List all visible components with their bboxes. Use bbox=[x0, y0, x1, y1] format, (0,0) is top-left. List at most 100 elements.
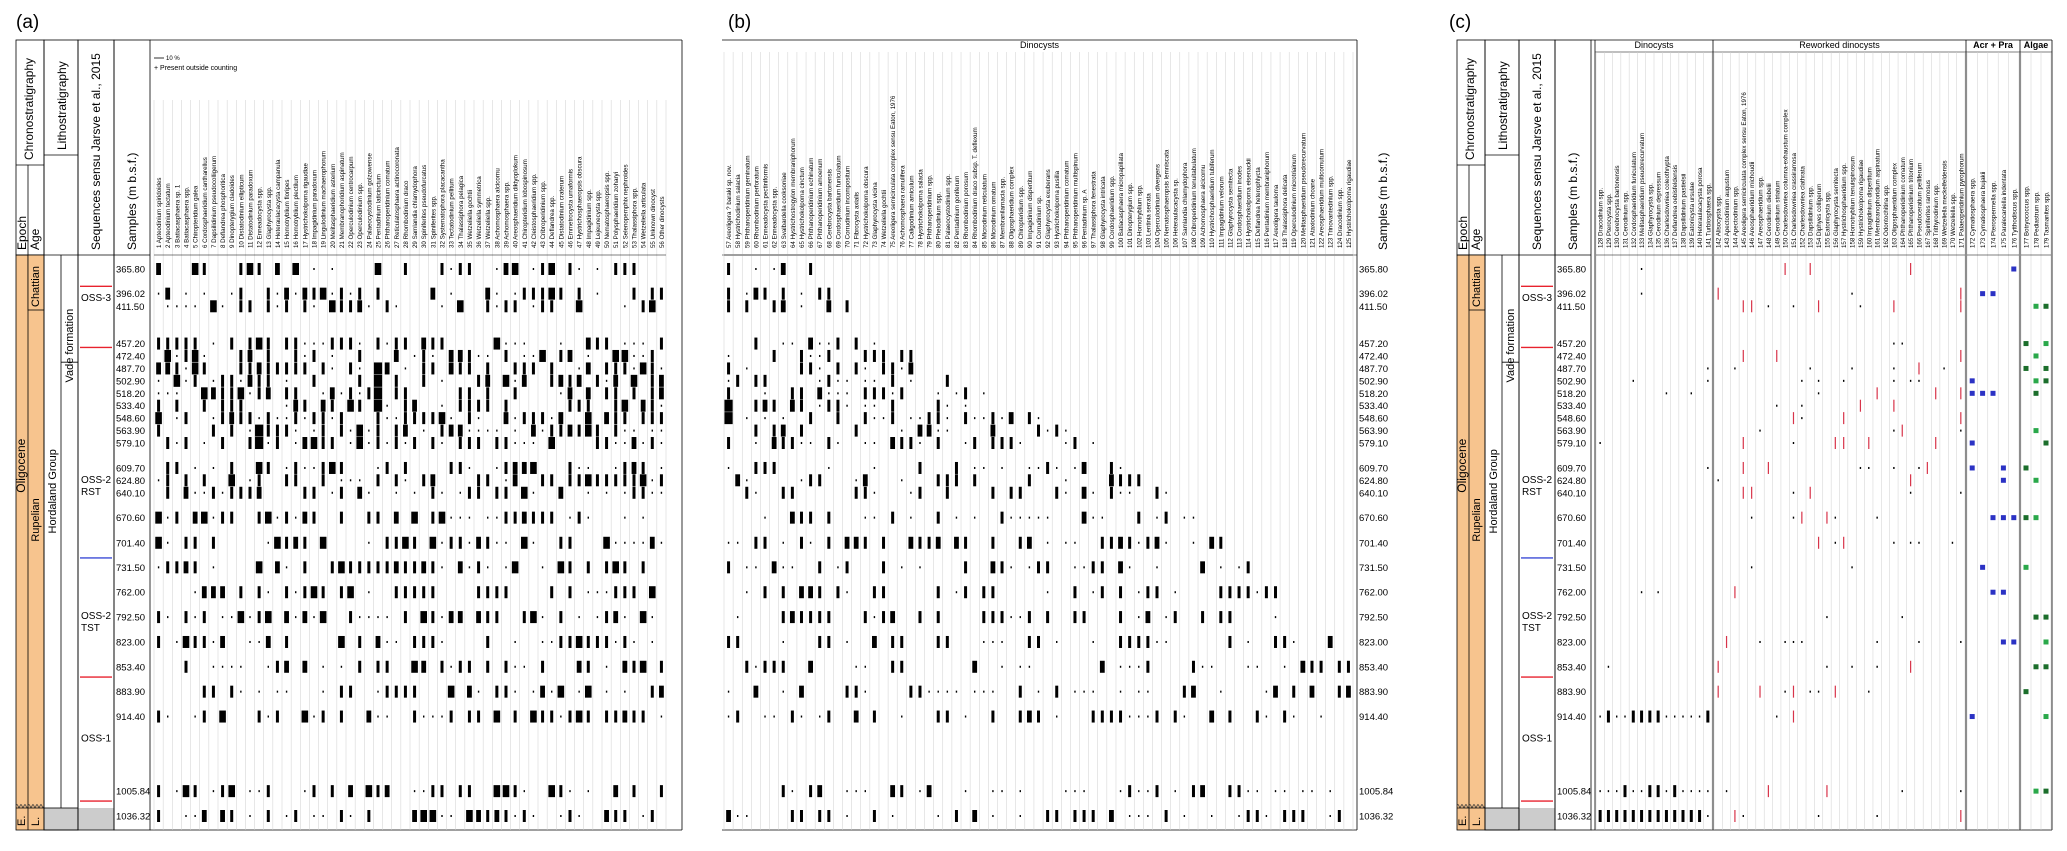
occurrence-dot bbox=[660, 442, 663, 445]
occurrence-dot bbox=[194, 491, 196, 494]
occurrence-dot bbox=[596, 616, 599, 619]
occurrence-dot bbox=[1092, 442, 1094, 445]
occurrence-dot bbox=[276, 516, 279, 519]
abundance-bar bbox=[347, 586, 354, 599]
abundance-bar bbox=[872, 349, 876, 362]
abundance-bar bbox=[264, 511, 272, 524]
depth-label: 365.80 bbox=[116, 265, 145, 276]
occurrence-dot bbox=[1174, 790, 1176, 793]
occurrence-dot bbox=[755, 566, 757, 569]
occurrence-dot bbox=[313, 466, 315, 469]
abundance-bar bbox=[845, 685, 849, 698]
abundance-bar bbox=[1283, 635, 1287, 648]
occurrence-dot bbox=[377, 690, 379, 693]
abundance-bar bbox=[724, 399, 733, 412]
occurrence-dot bbox=[304, 342, 306, 345]
taxon-name: 142 Alisocysta spp. bbox=[1716, 195, 1723, 248]
abundance-bar bbox=[440, 785, 444, 798]
abundance-bar bbox=[184, 474, 188, 487]
c-group-header: Acr + Pra bbox=[1973, 40, 2014, 50]
abundance-bar bbox=[220, 635, 225, 648]
abundance-bar bbox=[275, 437, 279, 450]
abundance-bar bbox=[193, 374, 197, 387]
abundance-bar bbox=[614, 399, 618, 412]
sequence-label: OSS-1 bbox=[81, 734, 111, 745]
occurrence-dot bbox=[441, 715, 443, 718]
occurrence-dot bbox=[605, 665, 608, 668]
abundance-bar bbox=[727, 287, 731, 300]
abundance-bar bbox=[659, 685, 664, 698]
occurrence-dot bbox=[837, 442, 839, 445]
abundance-bar bbox=[504, 349, 508, 362]
abundance-bar bbox=[303, 362, 307, 375]
taxon-name: 76 Achomosphaera ramulifera bbox=[899, 165, 906, 248]
abundance-bar bbox=[1274, 635, 1278, 648]
occurrence-dot bbox=[1211, 815, 1213, 817]
abundance-bar bbox=[402, 536, 409, 549]
abundance-bar bbox=[900, 635, 904, 648]
abundance-bar bbox=[521, 511, 527, 524]
taxon-name: 35 Wetzeliella gochtii bbox=[467, 190, 474, 248]
occurrence-dot bbox=[386, 342, 388, 345]
occurrence-dot bbox=[1247, 665, 1249, 668]
occurrence-dot bbox=[633, 354, 635, 357]
occurrence-dot bbox=[736, 541, 739, 544]
acritarch-marker bbox=[1990, 291, 1996, 297]
occurrence-dot bbox=[1238, 566, 1240, 569]
abundance-bar bbox=[157, 810, 161, 822]
abundance-bar bbox=[367, 511, 371, 524]
occurrence-dot bbox=[928, 690, 930, 693]
occurrence-dot bbox=[651, 429, 653, 432]
occurrence-dot bbox=[578, 815, 580, 817]
taxon-name: 114 Hystrichokolpoma eisenackii bbox=[1246, 158, 1253, 248]
occurrence-dot bbox=[322, 392, 324, 395]
occurrence-dot bbox=[837, 379, 839, 382]
abundance-bar bbox=[339, 685, 343, 698]
acritarch-marker bbox=[2000, 465, 2006, 471]
abundance-bar bbox=[818, 474, 822, 487]
occurrence-dot bbox=[1165, 616, 1167, 619]
occurrence-dot bbox=[1083, 566, 1085, 569]
abundance-bar bbox=[557, 685, 565, 698]
occurrence-dot bbox=[1138, 715, 1140, 718]
occurrence-dot bbox=[176, 442, 178, 445]
abundance-bar bbox=[781, 437, 785, 450]
abundance-bar bbox=[530, 461, 537, 474]
abundance-bar bbox=[330, 337, 334, 350]
abundance-bar bbox=[157, 399, 161, 412]
occurrence-dot bbox=[532, 354, 535, 357]
abundance-bar bbox=[1128, 536, 1132, 549]
occurrence-dot bbox=[1599, 715, 1601, 718]
abundance-bar bbox=[531, 362, 535, 375]
abundance-bar bbox=[513, 362, 517, 375]
abundance-bar bbox=[248, 300, 252, 313]
occurrence-dot bbox=[1056, 466, 1058, 469]
abundance-bar bbox=[1173, 611, 1177, 624]
occurrence-dot bbox=[514, 342, 516, 345]
abundance-bar bbox=[155, 536, 162, 549]
abundance-bar bbox=[1706, 710, 1710, 723]
abundance-bar bbox=[621, 399, 629, 412]
abundance-bar bbox=[541, 263, 545, 275]
epoch-oligocene: Oligocene bbox=[14, 438, 28, 492]
abundance-bar bbox=[632, 474, 636, 487]
occurrence-dot bbox=[1156, 566, 1158, 569]
abundance-bar bbox=[294, 412, 298, 425]
abundance-bar bbox=[521, 461, 527, 474]
acritarch-marker bbox=[1990, 515, 1996, 521]
abundance-bar bbox=[586, 561, 590, 574]
abundance-bar bbox=[1155, 486, 1159, 499]
acritarch-marker bbox=[1969, 465, 1975, 471]
occurrence-dot bbox=[1119, 790, 1122, 793]
abundance-bar bbox=[373, 399, 383, 412]
abundance-bar bbox=[376, 474, 380, 487]
abundance-bar bbox=[504, 810, 508, 822]
abundance-bar bbox=[586, 710, 590, 723]
abundance-bar bbox=[358, 374, 362, 387]
abundance-bar bbox=[513, 300, 517, 313]
reworked-dot bbox=[1817, 392, 1820, 395]
b-depth-label: 548.60 bbox=[1359, 414, 1388, 425]
abundance-bar bbox=[827, 349, 831, 362]
depth-label: 502.90 bbox=[1557, 376, 1586, 387]
abundance-bar bbox=[211, 387, 216, 400]
